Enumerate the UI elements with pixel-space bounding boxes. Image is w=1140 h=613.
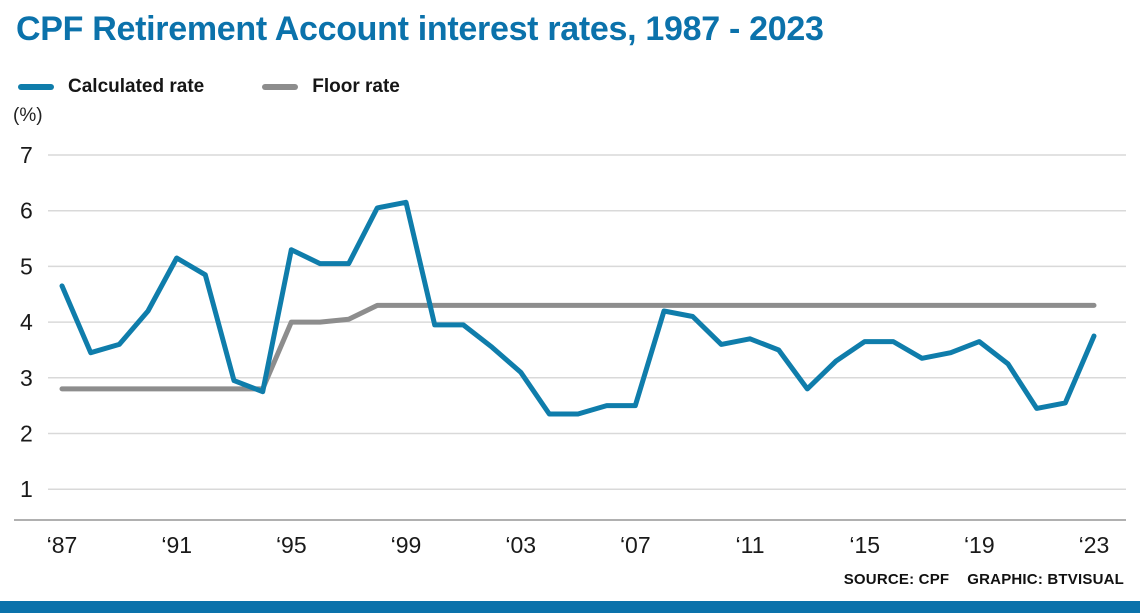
x-tick-label: ‘95 (276, 532, 307, 558)
y-tick-label: 6 (20, 198, 33, 224)
x-tick-label: ‘15 (849, 532, 880, 558)
legend: Calculated rate Floor rate (18, 76, 400, 98)
y-tick-label: 4 (20, 309, 33, 335)
legend-label-calculated-rate: Calculated rate (68, 76, 205, 97)
line-chart: 7 6 5 4 3 2 1 ‘87 ‘91 ‘95 ‘99 ‘03 ‘07 ‘11 ‘15 ‘19 ‘23 (14, 142, 1126, 558)
y-tick-label: 2 (20, 421, 33, 447)
x-tick-label: ‘19 (964, 532, 995, 558)
y-tick-label: 7 (20, 142, 33, 168)
bottom-accent-bar (0, 601, 1140, 613)
calculated-rate-line-swatch (18, 84, 54, 90)
y-tick-label: 3 (20, 365, 33, 391)
x-tick-label: ‘91 (161, 532, 192, 558)
graphic-credit-text: GRAPHIC: BTVISUAL (967, 571, 1124, 588)
floor-rate-line-swatch (262, 84, 299, 90)
series-line-calculated-rate (59, 199, 1097, 417)
x-tick-label: ‘23 (1079, 532, 1110, 558)
x-tick-label: ‘87 (47, 532, 78, 558)
footer-credits: SOURCE: CPF GRAPHIC: BTVISUAL (844, 571, 1124, 588)
legend-item-floor-rate: Floor rate (262, 76, 400, 98)
page-title: CPF Retirement Account interest rates, 1… (16, 10, 824, 48)
legend-item-calculated-rate: Calculated rate (18, 76, 204, 98)
x-tick-label: ‘11 (736, 532, 765, 558)
legend-label-floor-rate: Floor rate (312, 76, 400, 97)
series-line-floor-rate (59, 302, 1097, 392)
y-tick-label: 1 (20, 476, 33, 502)
x-tick-label: ‘03 (505, 532, 536, 558)
source-text: SOURCE: CPF (843, 571, 950, 588)
y-axis-unit-label: (%) (13, 105, 43, 126)
x-tick-label: ‘07 (620, 532, 651, 558)
x-tick-label: ‘99 (391, 532, 422, 558)
y-tick-label: 5 (20, 253, 33, 279)
